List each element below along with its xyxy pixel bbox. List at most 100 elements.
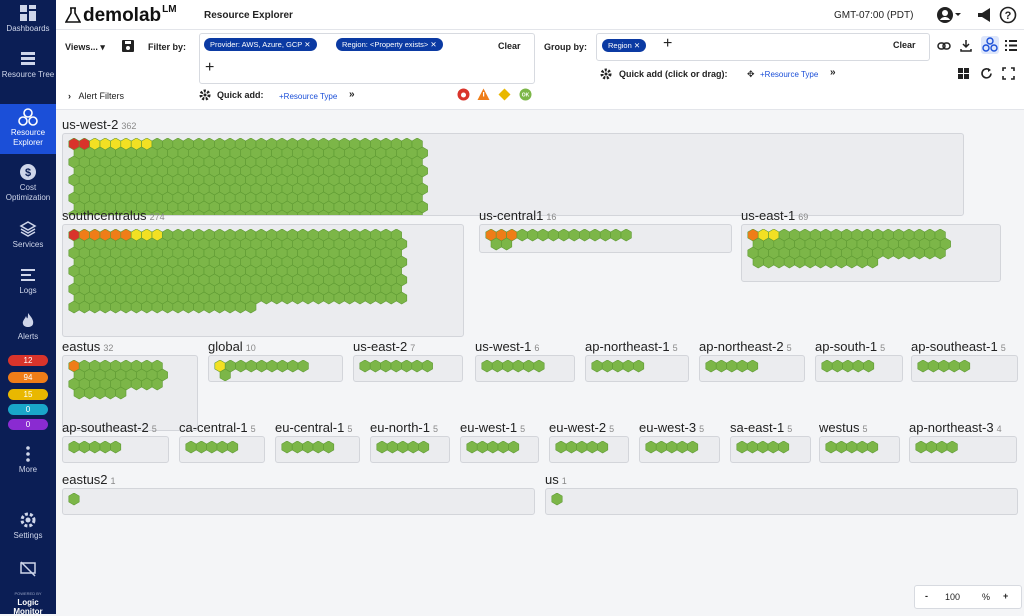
alert-count-info[interactable]: 0 bbox=[8, 404, 48, 415]
resource-hex-ok[interactable] bbox=[99, 441, 111, 454]
region-group-us-central1[interactable]: us-central1 16 bbox=[473, 208, 736, 253]
resource-hex-ok[interactable] bbox=[130, 300, 142, 314]
resource-hex-ok[interactable] bbox=[323, 441, 335, 454]
resource-hex-ok[interactable] bbox=[915, 441, 927, 454]
resource-hex-ok[interactable] bbox=[297, 360, 309, 373]
resource-hex-ok[interactable] bbox=[385, 291, 397, 305]
resource-hex-ok[interactable] bbox=[946, 441, 958, 454]
resource-hex-ok[interactable] bbox=[78, 300, 90, 314]
region-group-us[interactable]: us 1 bbox=[539, 472, 1022, 515]
resource-hex-ok[interactable] bbox=[645, 441, 657, 454]
resource-hex-ok[interactable] bbox=[655, 441, 667, 454]
resource-hex-ok[interactable] bbox=[224, 300, 236, 314]
zoom-out-button[interactable]: - bbox=[925, 591, 928, 601]
region-group-westus[interactable]: westus 5 bbox=[813, 420, 904, 463]
resource-hex-ok[interactable] bbox=[599, 229, 611, 242]
resource-hex-ok[interactable] bbox=[867, 441, 879, 454]
group-title[interactable]: ap-south-1 5 bbox=[815, 339, 885, 354]
resource-hex-ok[interactable] bbox=[276, 360, 288, 373]
resource-hex-ok[interactable] bbox=[78, 441, 90, 454]
region-group-eu-west-3[interactable]: eu-west-3 5 bbox=[633, 420, 724, 463]
region-group-ap-northeast-2[interactable]: ap-northeast-2 5 bbox=[693, 339, 809, 382]
resource-hex-ok[interactable] bbox=[407, 441, 419, 454]
region-group-eastus[interactable]: eastus 32 bbox=[56, 339, 202, 431]
resource-hex-ok[interactable] bbox=[767, 441, 779, 454]
resource-hex-ok[interactable] bbox=[396, 291, 408, 305]
resource-hex-ok[interactable] bbox=[705, 360, 717, 373]
resource-hex-ok[interactable] bbox=[903, 246, 915, 260]
region-group-ap-southeast-2[interactable]: ap-southeast-2 5 bbox=[56, 420, 173, 463]
resource-hex-ok[interactable] bbox=[411, 209, 423, 215]
resource-hex-ok[interactable] bbox=[151, 300, 163, 314]
alert-count-error[interactable]: 94 bbox=[8, 372, 48, 383]
resource-hex-ok[interactable] bbox=[502, 360, 514, 373]
nav-resource-tree[interactable]: Resource Tree bbox=[0, 50, 56, 80]
region-group-eastus2[interactable]: eastus2 1 bbox=[56, 472, 539, 515]
resource-hex-ok[interactable] bbox=[302, 291, 314, 305]
resource-hex-ok[interactable] bbox=[390, 360, 402, 373]
megaphone-icon[interactable] bbox=[976, 6, 994, 24]
resource-hex-ok[interactable] bbox=[537, 229, 549, 242]
grid-layout-icon[interactable] bbox=[958, 68, 969, 79]
region-group-us-east-1[interactable]: us-east-1 69 bbox=[735, 208, 1005, 282]
resource-hex-ok[interactable] bbox=[141, 300, 153, 314]
resource-hex-ok[interactable] bbox=[558, 229, 570, 242]
resource-hex-ok[interactable] bbox=[318, 209, 330, 215]
resource-hex-ok[interactable] bbox=[172, 209, 184, 215]
resource-hex-ok[interactable] bbox=[276, 209, 288, 215]
filter-chip-provider[interactable]: Provider: AWS, Azure, GCP ✕ bbox=[204, 38, 317, 51]
resource-hex-ok[interactable] bbox=[359, 360, 371, 373]
group-title[interactable]: eastus 32 bbox=[62, 339, 113, 354]
resource-hex-ok[interactable] bbox=[245, 360, 257, 373]
resource-hex-ok[interactable] bbox=[141, 209, 153, 215]
resource-hex-ok[interactable] bbox=[831, 360, 843, 373]
resource-hex-ok[interactable] bbox=[401, 209, 413, 215]
resource-hex-ok[interactable] bbox=[68, 300, 80, 314]
resource-hex-ok[interactable] bbox=[110, 441, 122, 454]
resource-hex-ok[interactable] bbox=[110, 209, 122, 215]
resource-hex-ok[interactable] bbox=[182, 300, 194, 314]
resource-hex-ok[interactable] bbox=[476, 441, 488, 454]
resource-hex-ok[interactable] bbox=[825, 255, 837, 269]
resource-hex-ok[interactable] bbox=[804, 255, 816, 269]
resource-hex-ok[interactable] bbox=[913, 246, 925, 260]
region-group-global[interactable]: global 10 bbox=[202, 339, 347, 382]
resource-hex-ok[interactable] bbox=[89, 300, 101, 314]
region-group-ca-central-1[interactable]: ca-central-1 5 bbox=[173, 420, 269, 463]
resource-hex-ok[interactable] bbox=[302, 441, 314, 454]
link-icon[interactable] bbox=[937, 40, 951, 52]
resource-hex-ok[interactable] bbox=[216, 441, 228, 454]
gear-icon[interactable] bbox=[600, 68, 612, 80]
resource-hex-ok[interactable] bbox=[182, 209, 194, 215]
resource-hex-ok[interactable] bbox=[565, 441, 577, 454]
group-title[interactable]: ca-central-1 5 bbox=[179, 420, 256, 435]
resource-hex-ok[interactable] bbox=[783, 255, 795, 269]
zoom-value[interactable]: 100 bbox=[945, 592, 961, 602]
critical-alert-icon[interactable] bbox=[457, 88, 470, 101]
resource-hex-ok[interactable] bbox=[195, 441, 207, 454]
resource-hex-ok[interactable] bbox=[497, 441, 509, 454]
resource-hex-ok[interactable] bbox=[927, 360, 939, 373]
resource-hex-ok[interactable] bbox=[948, 360, 960, 373]
resource-hex-ok[interactable] bbox=[411, 360, 423, 373]
nav-settings[interactable]: Settings bbox=[0, 511, 56, 541]
group-title[interactable]: us-west-1 6 bbox=[475, 339, 539, 354]
resource-hex-ok[interactable] bbox=[773, 255, 785, 269]
resource-hex-ok[interactable] bbox=[344, 291, 356, 305]
download-icon[interactable] bbox=[960, 39, 972, 52]
group-title[interactable]: global 10 bbox=[208, 339, 256, 354]
resource-hex-ok[interactable] bbox=[882, 246, 894, 260]
list-view-icon[interactable] bbox=[1005, 40, 1017, 51]
resource-hex-ok[interactable] bbox=[193, 209, 205, 215]
resource-hex-ok[interactable] bbox=[555, 441, 567, 454]
resource-hex-ok[interactable] bbox=[99, 300, 111, 314]
resource-hex-ok[interactable] bbox=[214, 300, 226, 314]
group-title[interactable]: us-east-1 69 bbox=[741, 208, 808, 223]
group-title[interactable]: ap-southeast-1 5 bbox=[911, 339, 1006, 354]
resource-hex-ok[interactable] bbox=[219, 368, 231, 381]
resource-hex-ok[interactable] bbox=[959, 360, 971, 373]
resource-type-link[interactable]: +Resource Type bbox=[279, 92, 338, 101]
resource-hex-ok[interactable] bbox=[110, 300, 122, 314]
resource-hex-ok[interactable] bbox=[856, 255, 868, 269]
resource-hex-ok[interactable] bbox=[757, 441, 769, 454]
